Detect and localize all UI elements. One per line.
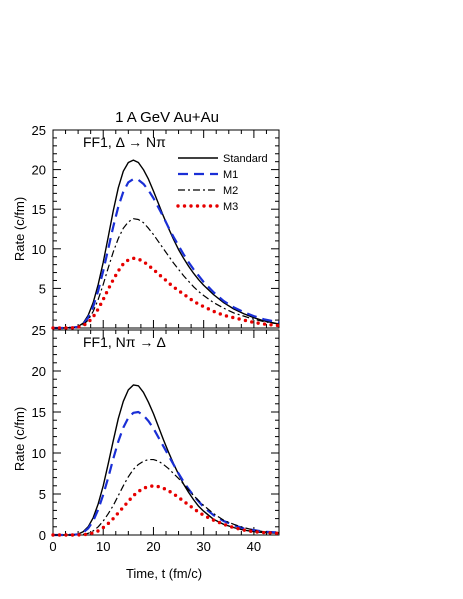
y-tick-label: 15 [32, 202, 46, 217]
y-axis-label-bottom: Rate (c/fm) [12, 407, 27, 471]
y-tick-label: 20 [32, 163, 46, 178]
legend-label-standard: Standard [223, 153, 268, 165]
x-tick-label: 30 [196, 539, 210, 554]
y-axis-label-top: Rate (c/fm) [12, 197, 27, 261]
legend-label-m3: M3 [223, 201, 238, 213]
panel-label: FF1, Δ → Nπ [83, 134, 166, 150]
series-line-m3 [51, 484, 281, 537]
panel-top: 5 10 15 20 25 FF1, Δ → Nπ Standard M1 M2 M3 [32, 123, 281, 330]
y-tick-label: 15 [32, 405, 46, 420]
x-axis-label: Time, t (fm/c) [126, 566, 202, 581]
y-tick-label: 5 [39, 281, 46, 296]
y-tick-label: 10 [32, 446, 46, 461]
series-line-m1 [53, 410, 280, 537]
y-tick-label: 0 [39, 528, 46, 543]
series-line-standard [53, 159, 280, 329]
legend-label-m1: M1 [223, 169, 238, 181]
panel-bottom: 0 5 10 15 20 25 0 10 20 30 40 FF1, Nπ → Δ [32, 323, 281, 554]
legend-label-m2: M2 [223, 185, 238, 197]
x-tick-label: 0 [49, 539, 56, 554]
x-tick-label: 20 [146, 539, 160, 554]
series-line-m2 [53, 218, 280, 329]
x-tick-label: 40 [247, 539, 261, 554]
series-line-m1 [53, 178, 280, 330]
plot-frame [52, 329, 280, 536]
y-tick-label: 25 [32, 123, 46, 138]
series-line-m3 [51, 256, 281, 330]
y-tick-label: 5 [39, 487, 46, 502]
panel-label: FF1, Nπ → Δ [83, 334, 166, 350]
series-line-m2 [53, 458, 280, 536]
y-tick-label: 20 [32, 364, 46, 379]
y-tick-label: 25 [32, 323, 46, 338]
x-tick-label: 10 [96, 539, 110, 554]
y-tick-label: 10 [32, 242, 46, 257]
chart-title: 1 A GeV Au+Au [115, 109, 219, 126]
series-line-standard [53, 384, 280, 536]
